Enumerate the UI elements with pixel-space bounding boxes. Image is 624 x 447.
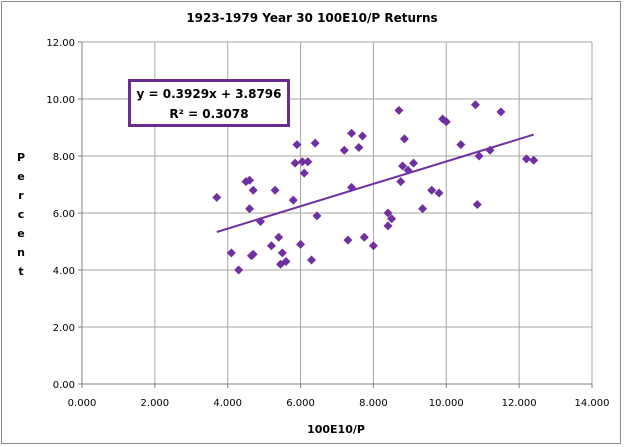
y-tick-label: 6.00	[53, 209, 75, 220]
data-point	[529, 155, 539, 165]
data-point	[248, 249, 258, 259]
y-axis-label-letter: t	[18, 265, 24, 278]
data-point	[396, 177, 406, 187]
data-point	[399, 134, 409, 144]
x-tick-label: 8.000	[359, 398, 388, 409]
y-axis-label-letter: P	[16, 151, 26, 164]
data-point	[281, 256, 291, 266]
y-axis-label-letter: n	[17, 246, 25, 259]
trendline-equation: y = 0.3929x + 3.8796	[136, 87, 282, 101]
data-point	[470, 100, 480, 110]
data-point	[303, 157, 313, 167]
data-point	[383, 208, 393, 218]
data-point	[485, 145, 495, 155]
data-point	[456, 140, 466, 150]
y-axis-label-letter: r	[18, 189, 24, 202]
data-point	[245, 204, 255, 214]
data-point	[310, 138, 320, 148]
data-point	[277, 248, 287, 258]
data-point	[343, 235, 353, 245]
y-tick-label: 2.00	[53, 323, 75, 334]
data-point	[409, 158, 418, 168]
r-squared-label: R² = 0.3078	[169, 107, 249, 121]
data-point	[427, 185, 437, 195]
x-tick-label: 6.000	[286, 398, 315, 409]
y-axis-label-letter: e	[17, 170, 25, 183]
data-point	[398, 161, 408, 171]
data-point	[496, 107, 506, 117]
data-point	[403, 165, 413, 175]
y-tick-label: 10.00	[46, 95, 75, 106]
data-point	[270, 185, 280, 195]
data-point	[359, 232, 369, 242]
x-tick-label: 0.000	[68, 398, 97, 409]
data-point	[288, 195, 298, 205]
data-point	[226, 248, 236, 258]
data-point	[234, 265, 244, 275]
trendline	[216, 133, 535, 233]
trendline-equation-box: y = 0.3929x + 3.8796 R² = 0.3078	[128, 79, 290, 127]
x-tick-label: 4.000	[213, 398, 242, 409]
data-point	[347, 128, 357, 138]
x-tick-label: 14.000	[575, 398, 610, 409]
data-point	[383, 221, 393, 231]
data-point	[266, 241, 276, 251]
data-point	[296, 239, 306, 249]
x-tick-label: 12.000	[502, 398, 537, 409]
data-point	[297, 157, 307, 167]
y-axis-label-letter: c	[17, 208, 25, 221]
y-axis-label-letter: e	[17, 227, 25, 240]
data-point	[472, 199, 482, 209]
data-point	[521, 154, 531, 164]
y-tick-label: 12.00	[46, 38, 75, 49]
data-point	[212, 192, 222, 202]
data-point	[274, 232, 284, 242]
data-point	[245, 175, 255, 185]
data-point	[292, 140, 302, 150]
data-point	[290, 158, 300, 168]
x-axis-label: 100E10/P	[307, 423, 365, 436]
y-tick-label: 4.00	[53, 266, 75, 277]
y-tick-label: 0.00	[53, 380, 75, 391]
data-point	[307, 255, 316, 265]
data-point	[299, 168, 309, 178]
data-point	[474, 151, 484, 161]
data-point	[339, 145, 349, 155]
data-point	[312, 211, 322, 221]
data-point	[394, 105, 404, 115]
x-tick-label: 10.000	[429, 398, 464, 409]
chart-title: 1923-1979 Year 30 100E10/P Returns	[186, 11, 438, 25]
x-tick-label: 2.000	[141, 398, 170, 409]
data-point	[354, 142, 364, 152]
data-point	[418, 204, 428, 214]
y-tick-label: 8.00	[53, 152, 75, 163]
data-point	[256, 217, 265, 227]
data-point	[387, 214, 397, 224]
data-point	[248, 185, 258, 195]
data-point	[347, 182, 357, 192]
data-point	[358, 131, 367, 141]
data-point	[441, 117, 451, 127]
data-point	[434, 188, 444, 198]
data-point	[368, 241, 378, 251]
